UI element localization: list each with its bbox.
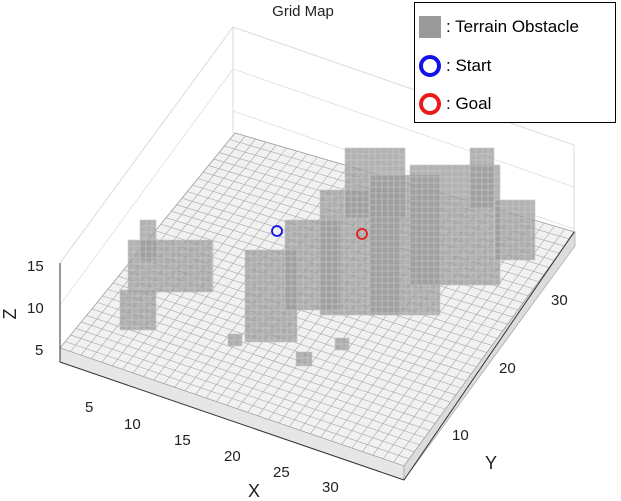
floor-grid-line — [132, 153, 308, 374]
x-tick-label: 25 — [273, 464, 290, 481]
x-tick-label: 5 — [85, 399, 93, 416]
y-axis-label: Y — [485, 453, 497, 473]
wall-grid-line — [59, 68, 234, 306]
floor-grid-line — [372, 222, 545, 456]
y-tick-labels: 10 20 30 — [452, 292, 568, 444]
floor-grid-line — [81, 321, 425, 438]
z-tick-label: 15 — [27, 258, 44, 275]
y-tick-label: 30 — [551, 292, 568, 309]
x-axis-label: X — [248, 481, 260, 501]
x-tick-label: 20 — [224, 448, 241, 465]
chart-title: Grid Map — [272, 3, 334, 20]
floor-grid-line — [86, 315, 431, 431]
legend-item-obstacle: : Terrain Obstacle — [419, 12, 579, 42]
terrain-obstacles — [119, 147, 536, 367]
legend-label-goal: : Goal — [446, 94, 492, 113]
goal-marker — [356, 228, 368, 240]
floor-grid-line — [153, 159, 328, 381]
red-ring-icon — [419, 93, 441, 115]
x-tick-label: 15 — [174, 432, 191, 449]
x-tick-labels: 5 10 15 20 25 30 — [85, 399, 339, 496]
floor-grid-line — [382, 225, 555, 460]
z-tick-labels: 5 10 15 — [27, 258, 44, 359]
obstacle-cluster — [127, 239, 214, 293]
legend-item-goal: : Goal — [419, 89, 491, 119]
legend-item-start: : Start — [419, 51, 491, 81]
wall-grid-line — [59, 26, 234, 264]
start-marker — [271, 225, 283, 237]
legend: : Terrain Obstacle : Start : Goal — [414, 2, 616, 123]
y-tick-label: 20 — [499, 360, 516, 377]
legend-label-start: : Start — [446, 56, 492, 75]
floor-grid-line — [75, 328, 420, 446]
x-tick-label: 30 — [322, 479, 339, 496]
x-axis-line — [59, 361, 405, 481]
legend-label-obstacle: : Terrain Obstacle — [446, 17, 579, 36]
floor-grid-line — [70, 334, 415, 453]
floor-grid-line — [143, 156, 318, 377]
floor-grid-line — [393, 228, 565, 463]
blue-ring-icon — [419, 55, 441, 77]
wall-grid-line — [232, 26, 575, 146]
wall-grid-line — [232, 68, 575, 188]
y-tick-label: 10 — [452, 427, 469, 444]
floor-grid-line — [65, 341, 410, 460]
floor-grid-line — [107, 289, 451, 403]
z-tick-label: 5 — [35, 342, 43, 359]
floor-grid-line — [102, 295, 446, 410]
y-axis-line — [403, 231, 575, 481]
z-tick-label: 10 — [27, 300, 44, 317]
z-axis-label: Z — [0, 309, 20, 320]
axes-lines — [59, 231, 575, 481]
gray-square-icon — [419, 16, 441, 38]
x-tick-label: 10 — [124, 416, 141, 433]
